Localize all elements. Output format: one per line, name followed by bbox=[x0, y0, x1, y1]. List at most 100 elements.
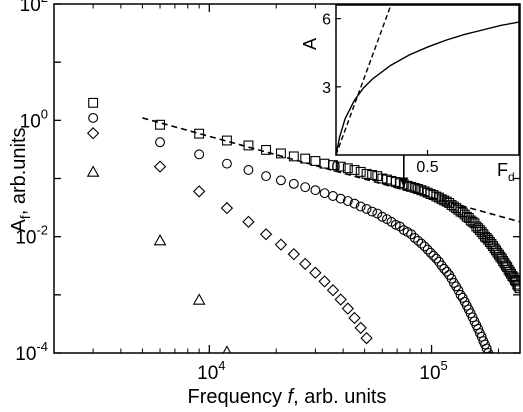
data-point-circle bbox=[495, 376, 504, 385]
data-point-diamond bbox=[326, 284, 340, 297]
data-point-diamond bbox=[153, 160, 167, 173]
data-point-diamond bbox=[259, 228, 273, 241]
x-tick-label-exp: 5 bbox=[441, 358, 448, 373]
data-point-circle bbox=[441, 266, 452, 277]
x-axis-title: Frequency f, arb. units bbox=[187, 386, 386, 408]
inset-x-tick-label: 0 bbox=[332, 159, 341, 176]
data-point-square bbox=[511, 276, 520, 287]
x-tick-label-base: 10 bbox=[419, 363, 440, 384]
y-tick-label: 102 bbox=[20, 0, 48, 16]
data-point-square bbox=[436, 194, 447, 205]
data-point-diamond bbox=[341, 302, 355, 315]
y-tick-label: 10-2 bbox=[15, 223, 48, 249]
x-axis-title-prefix: Frequency bbox=[187, 386, 287, 408]
inset-plot-frame bbox=[335, 4, 520, 156]
data-point-diamond bbox=[354, 321, 367, 335]
data-point-circle bbox=[243, 165, 254, 175]
data-point-circle bbox=[483, 348, 494, 353]
data-point-diamond bbox=[242, 215, 255, 228]
y-tick-label-base: 10 bbox=[20, 0, 41, 16]
data-point-circle bbox=[335, 193, 346, 204]
x-axis-title-suffix: , arb. units bbox=[293, 386, 386, 408]
inset-y-tick-label: 3 bbox=[322, 80, 331, 97]
data-point-circle bbox=[473, 323, 484, 334]
data-point-square bbox=[221, 135, 232, 146]
data-point-circle bbox=[349, 198, 360, 209]
inset-marks bbox=[336, 5, 519, 155]
data-point-circle bbox=[422, 244, 433, 255]
inset-y-axis-title: A bbox=[300, 38, 320, 50]
data-point-circle bbox=[275, 175, 286, 186]
inset-x-axis-title-main: F bbox=[497, 160, 508, 180]
data-point-circle bbox=[413, 235, 424, 246]
data-point-circle bbox=[194, 149, 205, 160]
data-point-square bbox=[288, 151, 299, 162]
x-axis-title-italic: f bbox=[288, 386, 296, 408]
data-point-diamond bbox=[348, 311, 361, 325]
data-point-circle bbox=[431, 253, 442, 264]
data-point-square bbox=[328, 160, 338, 171]
data-point-triangle bbox=[192, 293, 206, 305]
y-tick-label: 100 bbox=[20, 106, 48, 132]
data-point-circle bbox=[416, 238, 427, 249]
data-point-diamond bbox=[309, 266, 322, 279]
data-point-circle bbox=[221, 158, 232, 169]
data-point-square bbox=[514, 283, 520, 294]
data-point-triangle bbox=[153, 233, 167, 246]
data-point-square bbox=[512, 279, 520, 290]
data-point-square bbox=[478, 229, 489, 240]
y-tick-label-base: 10 bbox=[15, 344, 36, 365]
x-tick-label: 104 bbox=[197, 358, 225, 384]
data-point-square bbox=[349, 165, 360, 175]
data-point-circle bbox=[492, 368, 501, 377]
data-point-circle bbox=[489, 360, 498, 369]
data-point-circle bbox=[319, 188, 330, 199]
data-point-diamond bbox=[192, 185, 206, 198]
y-tick-label-base: 10 bbox=[15, 228, 36, 249]
y-axis-title-suffix: , arb.units bbox=[8, 127, 30, 215]
x-tick-label-exp: 4 bbox=[218, 358, 225, 373]
data-point-circle bbox=[419, 241, 430, 252]
data-point-square bbox=[413, 184, 424, 194]
data-point-square bbox=[194, 128, 205, 139]
inset-x-axis-title: Fd bbox=[497, 160, 515, 184]
data-point-circle bbox=[428, 250, 439, 261]
data-point-circle bbox=[453, 285, 464, 296]
data-point-circle bbox=[155, 137, 165, 148]
data-point-circle bbox=[487, 356, 496, 365]
y-tick-label-exp: 2 bbox=[41, 0, 48, 5]
data-point-square bbox=[361, 168, 372, 179]
data-point-circle bbox=[409, 233, 420, 243]
data-point-diamond bbox=[318, 275, 331, 288]
y-tick-label-exp: -2 bbox=[36, 223, 48, 238]
data-point-diamond bbox=[360, 331, 373, 345]
y-tick-label-base: 10 bbox=[20, 111, 41, 132]
data-point-square bbox=[409, 182, 420, 193]
data-point-diamond bbox=[287, 247, 301, 261]
data-point-circle bbox=[439, 263, 450, 274]
data-point-square bbox=[471, 221, 482, 232]
data-point-circle bbox=[88, 112, 99, 123]
data-point-square bbox=[367, 170, 378, 180]
data-point-diamond bbox=[220, 201, 234, 215]
y-axis-title-sub: f bbox=[17, 215, 33, 219]
data-point-square bbox=[406, 181, 417, 192]
data-point-circle bbox=[490, 364, 499, 373]
data-point-circle bbox=[390, 219, 401, 230]
data-point-square bbox=[465, 215, 476, 226]
series-square bbox=[88, 97, 520, 294]
data-point-circle bbox=[406, 229, 417, 240]
series-diamond bbox=[86, 127, 373, 345]
x-tick-label-base: 10 bbox=[197, 363, 218, 384]
data-point-square bbox=[88, 97, 99, 108]
data-point-circle bbox=[377, 211, 388, 222]
data-point-circle bbox=[361, 203, 372, 214]
inset-x-axis-title-sub: d bbox=[508, 170, 515, 184]
inset-y-tick-label: 6 bbox=[322, 12, 331, 29]
data-point-diamond bbox=[334, 293, 347, 306]
x-tick-label: 105 bbox=[419, 358, 447, 384]
series-triangle bbox=[86, 165, 232, 353]
data-point-diamond bbox=[86, 127, 100, 140]
